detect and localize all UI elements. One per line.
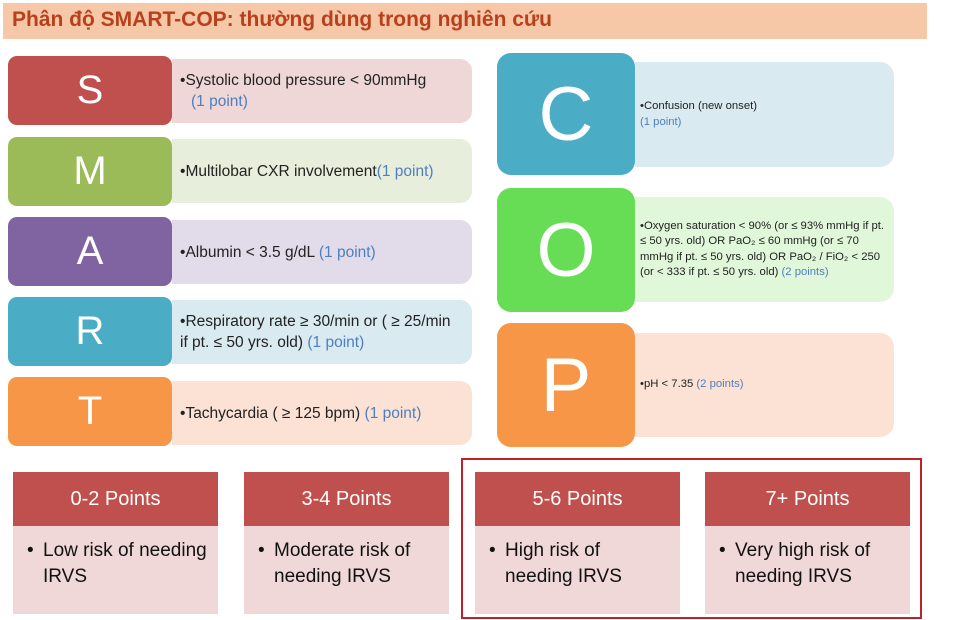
- risk-box-0-2: 0-2 Points • Low risk of needing IRVS: [13, 472, 218, 614]
- risk-text: Low risk of needing IRVS: [43, 540, 207, 587]
- risk-header: 0-2 Points: [13, 472, 218, 526]
- criterion-s-text: Systolic blood pressure < 90mmHg: [185, 72, 427, 89]
- criterion-s-points: (1 point): [191, 93, 248, 110]
- criterion-r-pill: •Respiratory rate ≥ 30/min or ( ≥ 25/min…: [172, 300, 472, 364]
- criterion-p-text: pH < 7.35: [643, 378, 694, 391]
- risk-body: • Low risk of needing IRVS: [13, 526, 218, 614]
- bullet: •: [180, 162, 186, 180]
- criterion-a-text: Albumin < 3.5 g/dL: [185, 243, 315, 261]
- risk-box-7-plus: 7+ Points • Very high risk of needing IRV…: [705, 472, 910, 614]
- criterion-c-pill: •Confusion (new onset) (1 point): [635, 62, 894, 167]
- bullet: •: [27, 540, 34, 561]
- page-title: Phân độ SMART-COP: thường dùng trong ngh…: [12, 8, 552, 31]
- letter-s: S: [8, 56, 172, 125]
- risk-header: 7+ Points: [705, 472, 910, 526]
- letter-r: R: [8, 297, 172, 366]
- letter-o: O: [497, 188, 635, 312]
- criterion-c-text: Confusion (new onset): [643, 100, 757, 112]
- criterion-p-points: (2 points): [696, 378, 744, 391]
- criterion-t-text: Tachycardia ( ≥ 125 bpm): [185, 404, 361, 422]
- bullet: •: [180, 404, 186, 422]
- criterion-s-pill: •Systolic blood pressure < 90mmHg (1 poin…: [172, 59, 472, 123]
- letter-t: T: [8, 377, 172, 446]
- criterion-m-pill: •Multilobar CXR involvement(1 point): [172, 139, 472, 203]
- criterion-m-text: Multilobar CXR involvement: [185, 162, 377, 180]
- criterion-a-points: (1 point): [318, 243, 376, 261]
- criterion-a-pill: •Albumin < 3.5 g/dL (1 point): [172, 220, 472, 284]
- risk-text: Very high risk of needing IRVS: [735, 540, 871, 587]
- bullet: •: [640, 378, 644, 391]
- criterion-t-points: (1 point): [364, 404, 422, 422]
- bullet: •: [489, 540, 496, 561]
- criterion-o-text: Oxygen saturation < 90% (or ≤ 93% mmHg i…: [640, 219, 885, 279]
- criterion-c-points: (1 point): [640, 115, 682, 128]
- risk-text: High risk of needing IRVS: [505, 540, 622, 587]
- risk-box-3-4: 3-4 Points • Moderate risk of needing IRV…: [244, 472, 449, 614]
- bullet: •: [180, 72, 186, 89]
- criterion-o-pill: •Oxygen saturation < 90% (or ≤ 93% mmHg …: [635, 197, 894, 302]
- bullet: •: [640, 219, 644, 232]
- letter-m: M: [8, 137, 172, 206]
- bullet: •: [258, 540, 265, 561]
- risk-header: 3-4 Points: [244, 472, 449, 526]
- criterion-r-text: Respiratory rate ≥ 30/min or ( ≥ 25/min …: [180, 313, 451, 351]
- criterion-m-points: (1 point): [376, 162, 434, 180]
- risk-body: • Very high risk of needing IRVS: [705, 526, 910, 614]
- criterion-p-pill: •pH < 7.35 (2 points): [635, 333, 894, 437]
- risk-box-5-6: 5-6 Points • High risk of needing IRVS: [475, 472, 680, 614]
- high-risk-highlight-frame: [461, 458, 922, 619]
- risk-body: • Moderate risk of needing IRVS: [244, 526, 449, 614]
- criterion-r-points: (1 point): [307, 334, 365, 351]
- title-bar: Phân độ SMART-COP: thường dùng trong ngh…: [3, 3, 927, 39]
- bullet: •: [719, 540, 726, 561]
- risk-body: • High risk of needing IRVS: [475, 526, 680, 614]
- criterion-t-pill: •Tachycardia ( ≥ 125 bpm) (1 point): [172, 381, 472, 445]
- risk-text: Moderate risk of needing IRVS: [274, 540, 411, 587]
- risk-header: 5-6 Points: [475, 472, 680, 526]
- bullet: •: [180, 313, 186, 330]
- letter-p: P: [497, 323, 635, 447]
- criterion-o-points: (2 points): [781, 266, 829, 278]
- bullet: •: [180, 243, 186, 261]
- letter-c: C: [497, 53, 635, 175]
- letter-a: A: [8, 217, 172, 286]
- bullet: •: [640, 100, 644, 112]
